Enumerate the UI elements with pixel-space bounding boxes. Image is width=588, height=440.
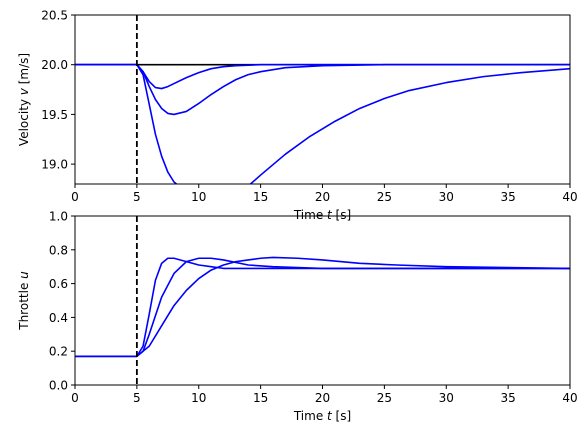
throttle-x-tick-label: 35 (500, 391, 515, 405)
velocity-x-tick-label: 0 (71, 190, 79, 204)
velocity-x-tick-label: 35 (500, 190, 515, 204)
throttle-x-tick-label: 15 (253, 391, 268, 405)
velocity-y-tick-label: 19.5 (41, 108, 68, 122)
throttle-series-1 (75, 257, 570, 358)
throttle-y-tick-label: 0.8 (49, 243, 68, 257)
throttle-x-tick-label: 10 (191, 391, 206, 405)
velocity-x-tick-label: 10 (191, 190, 206, 204)
throttle-y-axis-label: Throttle u (17, 271, 31, 331)
throttle-plot: 0 5 10 15 20 25 30 35 40 0.0 0.2 0.4 0.6 0.8 1.0 Time t… (17, 210, 578, 424)
velocity-plot: 0 5 10 15 20 25 30 35 40 19.0 19.5 20.0 20.5 Time t [… (17, 9, 578, 223)
velocity-y-tick-label: 20.0 (41, 58, 68, 72)
throttle-x-tick-label: 0 (71, 391, 79, 405)
throttle-plot-area (75, 216, 570, 385)
throttle-x-tick-label: 30 (439, 391, 454, 405)
throttle-x-tick-label: 40 (562, 391, 577, 405)
throttle-series-3 (75, 256, 570, 358)
velocity-series-2 (75, 63, 570, 116)
throttle-y-tick-label: 0.2 (49, 345, 68, 359)
throttle-y-tick-label: 0.6 (49, 277, 68, 291)
velocity-x-tick-label: 5 (133, 190, 141, 204)
throttle-series-2 (75, 257, 570, 358)
velocity-y-tick-label: 19.0 (41, 158, 68, 172)
velocity-y-axis-label: Velocity v [m/s] (17, 53, 31, 146)
throttle-y-tick-label: 0.0 (49, 379, 68, 393)
throttle-x-tick-label: 20 (315, 391, 330, 405)
velocity-x-tick-label: 40 (562, 190, 577, 204)
velocity-x-tick-label: 20 (315, 190, 330, 204)
velocity-x-axis-label: Time t [s] (293, 208, 351, 222)
throttle-y-tick-label: 1.0 (49, 210, 68, 224)
throttle-x-axis-label: Time t [s] (293, 409, 351, 423)
throttle-y-tick-label: 0.4 (49, 311, 68, 325)
velocity-series-3 (75, 63, 570, 184)
velocity-y-tick-label: 20.5 (41, 9, 68, 23)
throttle-x-tick-label: 25 (377, 391, 392, 405)
throttle-x-tick-label: 5 (133, 391, 141, 405)
velocity-x-tick-label: 15 (253, 190, 268, 204)
velocity-x-tick-label: 25 (377, 190, 392, 204)
velocity-plot-area (75, 15, 570, 184)
velocity-x-tick-label: 30 (439, 190, 454, 204)
